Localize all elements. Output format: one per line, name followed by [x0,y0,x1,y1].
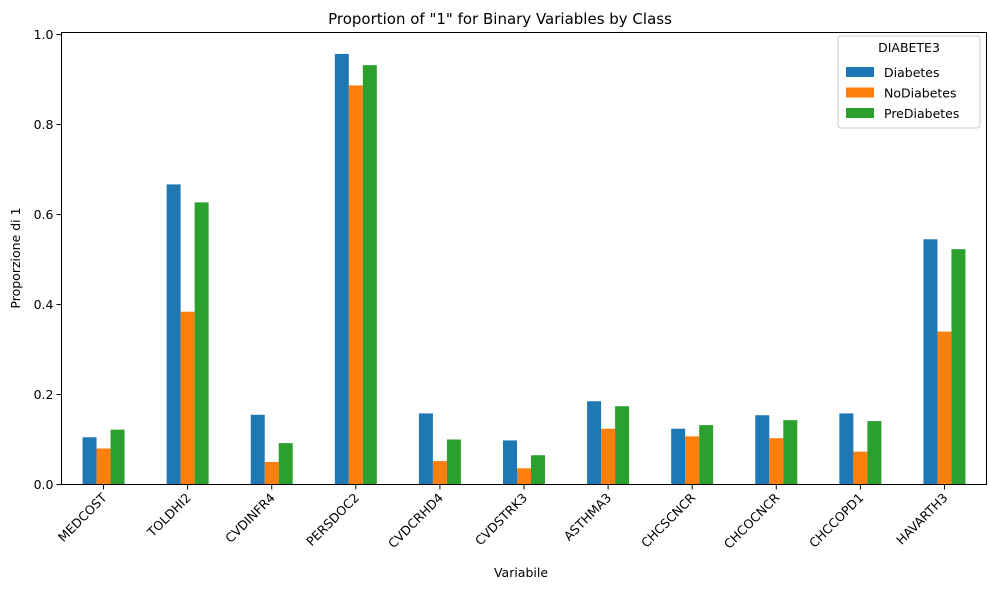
y-tick-label: 0.6 [34,207,54,222]
bar-nodiabetes-asthma3 [601,428,616,485]
x-tick-label: CVDCRHD4 [385,490,446,551]
bar-nodiabetes-chcscncr [685,436,700,485]
bar-prediabetes-asthma3 [615,406,630,485]
bar-diabetes-medcost [82,437,97,485]
bar-diabetes-cvdinfr4 [250,414,265,485]
bar-nodiabetes-cvdstrk3 [517,468,531,485]
bar-nodiabetes-cvdcrhd4 [432,461,447,485]
legend-swatch-diabetes [846,67,874,77]
bar-diabetes-chcocncr [755,415,770,485]
y-tick-label: 1.0 [34,27,54,42]
x-tick-label: CVDINFR4 [222,490,278,546]
bar-nodiabetes-chccopd1 [853,451,868,485]
bar-nodiabetes-toldhi2 [180,311,195,485]
bar-diabetes-toldhi2 [166,184,181,485]
bar-prediabetes-cvdstrk3 [531,455,545,485]
bar-diabetes-asthma3 [587,401,602,485]
plot-frame [61,32,987,485]
bar-prediabetes-chcocncr [783,420,798,485]
legend-label-prediabetes: PreDiabetes [884,106,959,121]
bar-prediabetes-havarth3 [951,249,966,485]
bar-prediabetes-persdoc2 [362,65,377,485]
bar-diabetes-cvdstrk3 [503,440,517,485]
bar-diabetes-chccopd1 [839,413,854,485]
bar-prediabetes-cvdcrhd4 [446,439,461,485]
legend-label-nodiabetes: NoDiabetes [884,86,957,101]
legend-label-diabetes: Diabetes [884,65,940,80]
y-tick-label: 0.4 [34,297,54,312]
x-tick-label: ASTHMA3 [561,490,615,544]
y-tick-label: 0.8 [34,117,54,132]
y-axis-label: Proporzione di 1 [8,207,23,308]
legend-swatch-prediabetes [846,108,874,118]
y-tick-label: 0.0 [34,477,54,492]
y-axis: 0.0 0.2 0.4 0.6 0.8 1.0 [34,27,62,492]
x-tick-label: CHCSCNCR [638,490,699,551]
legend-swatch-nodiabetes [846,87,874,98]
legend-box [837,35,981,129]
bar-nodiabetes-chcocncr [769,438,784,485]
x-tick-label: CVDSTRK3 [472,490,530,548]
x-tick-label: TOLDHI2 [143,490,193,540]
y-tick-label: 0.2 [34,387,54,402]
bar-prediabetes-chccopd1 [867,421,882,485]
bar-prediabetes-medcost [110,429,125,485]
x-tick-label: CHCCOPD1 [806,490,866,550]
bar-prediabetes-toldhi2 [194,202,209,485]
legend-title: DIABETE3 [878,40,940,55]
chart-title: Proportion of "1" for Binary Variables b… [328,10,672,28]
x-axis: MEDCOST TOLDHI2 CVDINFR4 PERSDOC2 CVDCRHD4 CV… [55,484,951,552]
x-tick-label: CHCOCNCR [721,490,783,552]
x-axis-label: Variabile [494,565,548,580]
bar-nodiabetes-havarth3 [937,331,952,485]
x-tick-label: PERSDOC2 [303,490,362,549]
bar-prediabetes-chcscncr [699,425,714,485]
bar-diabetes-persdoc2 [334,53,349,485]
x-tick-label: MEDCOST [55,490,110,545]
bar-prediabetes-cvdinfr4 [278,443,293,485]
bar-diabetes-havarth3 [923,239,938,485]
bar-diabetes-chcscncr [671,428,686,485]
bar-diabetes-cvdcrhd4 [418,413,433,485]
bar-nodiabetes-persdoc2 [348,85,363,485]
bar-nodiabetes-cvdinfr4 [264,462,279,485]
x-tick-label: HAVARTH3 [893,490,950,547]
legend: DIABETE3 Diabetes NoDiabetes PreDiabetes [837,35,981,129]
bar-nodiabetes-medcost [96,448,111,485]
bars [82,53,966,485]
